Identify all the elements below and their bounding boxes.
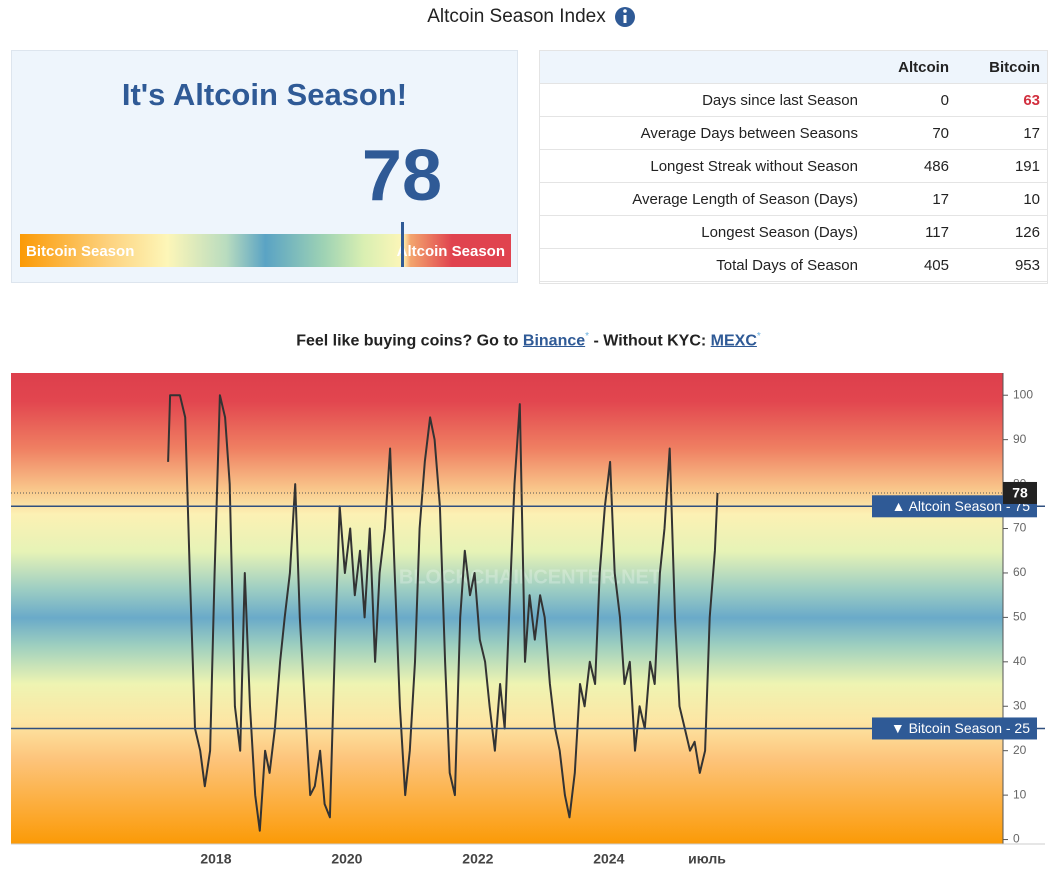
reference-label: ▼ Bitcoin Season - 25	[891, 720, 1030, 736]
table-row: Average Days between Seasons 70 17	[540, 116, 1047, 150]
table-cell: Longest Streak without Season	[540, 149, 858, 183]
table-cell: 486	[858, 149, 949, 183]
y-tick-label: 0	[1013, 832, 1020, 846]
table-row: Longest Streak without Season 486 191	[540, 149, 1047, 183]
gauge-marker	[401, 222, 405, 267]
table-cell: 126	[949, 215, 1047, 249]
y-tick-label: 50	[1013, 610, 1027, 624]
table-cell: Total Days of Season	[540, 248, 858, 282]
table-cell: 17	[858, 182, 949, 216]
x-tick-label: июль	[688, 851, 726, 867]
table-cell: 0	[858, 83, 949, 117]
header-cell: Bitcoin	[949, 51, 1047, 84]
table-cell: 17	[949, 116, 1047, 150]
y-tick-label: 90	[1013, 432, 1027, 446]
x-tick-label: 2018	[200, 851, 231, 867]
table-cell: 191	[949, 149, 1047, 183]
table-cell: Average Length of Season (Days)	[540, 182, 858, 216]
table-row: Total Days of Season 405 953	[540, 248, 1047, 282]
table-row: Average Length of Season (Days) 17 10	[540, 182, 1047, 216]
table-row: Days since last Season 0 63	[540, 83, 1047, 117]
x-tick-label: 2020	[331, 851, 362, 867]
reference-label: ▲ Altcoin Season - 75	[892, 498, 1031, 514]
table-cell: 10	[949, 182, 1047, 216]
promo: Feel like buying coins? Go to Binance* -…	[0, 331, 1057, 350]
x-tick-label: 2022	[462, 851, 493, 867]
binance-link[interactable]: Binance	[522, 332, 586, 350]
y-tick-label: 20	[1013, 743, 1027, 757]
gauge-panel: It's Altcoin Season! 78 Bitcoin Season A…	[11, 50, 518, 283]
header-cell: Altcoin	[858, 51, 949, 84]
promo-text: - Without KYC:	[593, 332, 707, 350]
table-cell: 953	[949, 248, 1047, 282]
y-tick-label: 70	[1013, 521, 1027, 535]
page-title: Altcoin Season Index	[0, 6, 1057, 28]
mexc-link[interactable]: MEXC	[710, 332, 757, 350]
current-label-box	[1003, 481, 1037, 504]
gauge-right-label: Altcoin Season	[396, 243, 505, 260]
y-tick-label: 10	[1013, 787, 1027, 801]
index-line	[167, 394, 719, 832]
table-cell: Days since last Season	[540, 83, 858, 117]
star: *	[585, 331, 590, 342]
gauge-heading: It's Altcoin Season!	[121, 77, 408, 112]
table-cell: Average Days between Seasons	[540, 116, 858, 150]
gauge-value: 78	[361, 136, 442, 216]
promo-text: Feel like buying coins? Go to	[296, 332, 519, 350]
y-tick-label: 100	[1013, 387, 1033, 401]
table-cell: 405	[858, 248, 949, 282]
header-cell	[540, 51, 858, 84]
stats-table: Altcoin Bitcoin Days since last Season 0 63…	[539, 50, 1048, 284]
table-cell: 70	[858, 116, 949, 150]
table-cell: 117	[858, 215, 949, 249]
gauge-bar: Bitcoin Season Altcoin Season	[20, 234, 511, 267]
info-icon[interactable]	[615, 7, 635, 27]
y-tick-label: 60	[1013, 565, 1027, 579]
plot-background	[11, 373, 1003, 844]
table-cell: 63	[949, 83, 1047, 117]
title-text: Altcoin Season Index	[427, 6, 606, 27]
watermark: BLOCKCHAINCENTER.NET	[399, 566, 661, 588]
gauge-left-label: Bitcoin Season	[26, 243, 135, 260]
current-label: 78	[1012, 485, 1028, 501]
table-row: Longest Season (Days) 117 126	[540, 215, 1047, 249]
y-tick-label: 30	[1013, 698, 1027, 712]
x-tick-label: 2024	[593, 851, 624, 867]
star: *	[756, 331, 761, 342]
y-tick-label: 40	[1013, 654, 1027, 668]
reference-label-box	[872, 717, 1037, 740]
table: Altcoin Bitcoin Days since last Season 0 63…	[540, 51, 1047, 282]
reference-label-box	[872, 495, 1037, 518]
table-cell: Longest Season (Days)	[540, 215, 858, 249]
